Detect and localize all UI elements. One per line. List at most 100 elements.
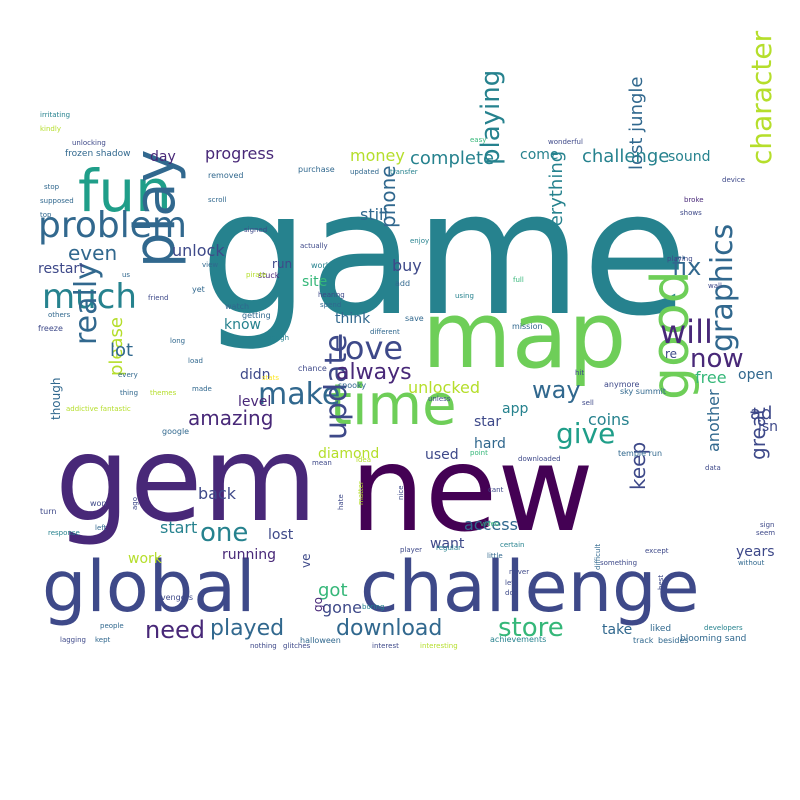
word-updated: updated	[350, 168, 380, 176]
word-regular: regular	[436, 544, 462, 552]
word-something: something	[600, 559, 638, 567]
word-different: different	[370, 328, 400, 336]
word-day: day	[150, 149, 176, 165]
word-amazing: amazing	[188, 406, 274, 430]
word-star: star	[474, 414, 502, 430]
word-years: years	[736, 544, 775, 560]
word-ve: ve	[299, 553, 313, 568]
word-character: character	[745, 30, 778, 165]
word-free: free	[695, 368, 727, 387]
word-view: view	[202, 261, 219, 269]
word-certain: certain	[500, 541, 525, 549]
word-progress: progress	[205, 144, 275, 163]
word-stop: stop	[44, 183, 60, 191]
word-video: video	[480, 520, 500, 528]
word-store: store	[498, 613, 564, 643]
word-come: come	[520, 147, 559, 163]
word-spend: spend	[320, 301, 342, 309]
word-besides: besides	[658, 636, 689, 645]
word-level: level	[238, 394, 272, 410]
word-problem: problem	[38, 205, 187, 246]
word-sign: sign	[760, 521, 775, 529]
word-used: used	[425, 447, 459, 463]
word-ad: ad	[750, 403, 773, 424]
word-mean: mean	[312, 459, 332, 467]
word-still: still	[360, 205, 388, 224]
word-new: new	[350, 420, 594, 558]
word-open: open	[738, 367, 773, 383]
word-isn: isn	[758, 419, 779, 435]
word-us: us	[122, 271, 131, 279]
word-game: game	[200, 153, 688, 354]
word-never: never	[509, 568, 530, 576]
word-achievements: achievements	[490, 635, 547, 644]
word-though: though	[49, 377, 63, 420]
word-gone: gone	[322, 598, 362, 617]
word-start: start	[160, 518, 198, 537]
word-track: track	[633, 636, 654, 645]
word-cant: cant	[488, 486, 504, 494]
word-thing: thing	[120, 389, 139, 397]
word-app: app	[502, 401, 529, 417]
word-device: device	[722, 176, 745, 184]
word-chance: chance	[298, 364, 327, 373]
word-themes: themes	[150, 389, 177, 397]
word-lost: lost	[268, 527, 294, 543]
word-running: running	[222, 547, 277, 563]
word-avengers: avengers	[156, 593, 194, 602]
word-cloud-area: game gem new map global challenge fun time play g…	[35, 31, 780, 655]
word-difficult: difficult	[594, 543, 602, 570]
word-transfer: transfer	[390, 168, 418, 176]
word-everything: everything	[546, 150, 567, 248]
word-got: got	[318, 580, 348, 601]
word-purchase: purchase	[298, 165, 335, 174]
word-player: player	[400, 546, 423, 554]
word-site: site	[302, 274, 328, 290]
word-know: know	[224, 317, 261, 333]
word-watch: watch	[225, 302, 250, 311]
word-seem: seem	[756, 529, 776, 537]
word-kept: kept	[95, 636, 111, 644]
word-way: way	[532, 376, 581, 404]
word-turn: turn	[40, 507, 57, 516]
word-always: always	[336, 360, 412, 385]
word-little: little	[487, 552, 503, 560]
word-stuck: stuck	[258, 271, 280, 280]
word-signed: signed	[244, 226, 268, 234]
word-challenge: challenge	[582, 146, 670, 167]
word-unlock: unlock	[172, 241, 225, 260]
word-response: response	[48, 529, 80, 537]
word-mission: mission	[512, 322, 543, 331]
word-long: long	[170, 337, 186, 345]
word-blooming-sand: blooming sand	[680, 634, 747, 644]
word-fix: fix	[672, 253, 702, 281]
word-run: run	[272, 257, 293, 271]
word-coins: coins	[588, 410, 630, 429]
word-every: every	[118, 371, 138, 379]
word-wonderful: wonderful	[548, 138, 583, 146]
word-halloween: halloween	[300, 636, 341, 645]
word-challenge: challenge	[360, 546, 700, 628]
word-hard: hard	[474, 436, 506, 452]
word-global: global	[42, 546, 256, 628]
word-point: point	[470, 449, 488, 457]
word-go: go	[311, 597, 325, 612]
word-another: another	[704, 389, 723, 452]
word-take: take	[602, 622, 633, 638]
word-spooky: spooky	[338, 381, 367, 390]
word-getting: getting	[242, 311, 271, 320]
word-nothing: nothing	[250, 642, 277, 650]
word-yet: yet	[192, 285, 205, 294]
word-much: much	[42, 277, 137, 317]
word-liked: liked	[650, 624, 672, 634]
word-load: load	[188, 357, 203, 365]
word-fun: fun	[78, 157, 172, 225]
word-time: time	[330, 373, 457, 438]
word-won: won	[90, 499, 107, 508]
word-downloaded: downloaded	[518, 455, 561, 463]
word-people: people	[100, 622, 124, 630]
word-money: money	[350, 146, 405, 165]
word-access: access	[464, 515, 518, 534]
word-kindly: kindly	[40, 125, 61, 133]
